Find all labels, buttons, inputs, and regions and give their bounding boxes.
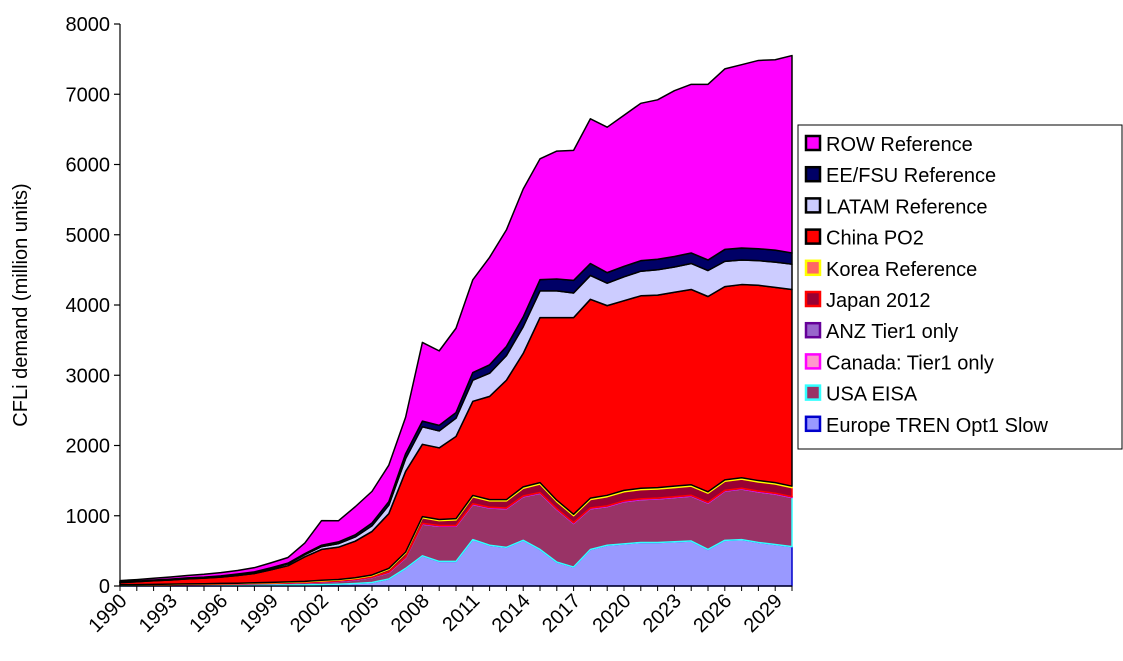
x-tick-label: 1990 bbox=[85, 590, 132, 637]
legend-label-row-reference: ROW Reference bbox=[826, 134, 973, 156]
legend-label-korea-reference: Korea Reference bbox=[826, 259, 977, 281]
legend-label-usa-eisa: USA EISA bbox=[826, 384, 918, 406]
legend-label-china-po2: China PO2 bbox=[826, 228, 924, 250]
legend-label-anz-tier1-only: ANZ Tier1 only bbox=[826, 321, 958, 343]
y-tick-label: 4000 bbox=[66, 295, 111, 317]
x-tick-label: 2023 bbox=[639, 590, 686, 637]
x-tick-label: 2026 bbox=[689, 590, 736, 637]
y-tick-label: 0 bbox=[99, 576, 110, 598]
y-tick-label: 3000 bbox=[66, 365, 111, 387]
x-tick-label: 2029 bbox=[740, 590, 787, 637]
y-tick-label: 7000 bbox=[66, 84, 111, 106]
y-tick-label: 8000 bbox=[66, 14, 111, 36]
x-tick-label: 1996 bbox=[185, 590, 232, 637]
legend-label-europe-tren-opt1-slow: Europe TREN Opt1 Slow bbox=[826, 415, 1049, 437]
legend-swatch-anz-tier1-only bbox=[804, 321, 822, 339]
legend-label-japan-2012: Japan 2012 bbox=[826, 290, 931, 312]
legend-label-latam-reference: LATAM Reference bbox=[826, 196, 988, 218]
legend-swatch-europe-tren-opt1-slow bbox=[804, 415, 822, 433]
y-axis-label: CFLi demand (million units) bbox=[10, 183, 32, 426]
x-tick-label: 2014 bbox=[488, 590, 535, 637]
x-tick-label: 2011 bbox=[438, 590, 484, 636]
legend-swatch-canada-tier1-only bbox=[804, 353, 822, 370]
legend-swatch-china-po2 bbox=[804, 228, 822, 245]
y-tick-label: 5000 bbox=[66, 225, 111, 247]
legend-label-ee-fsu-reference: EE/FSU Reference bbox=[826, 165, 996, 187]
x-tick-label: 2008 bbox=[387, 590, 434, 637]
legend-swatch-korea-reference bbox=[804, 259, 822, 277]
legend-swatch-japan-2012 bbox=[804, 290, 822, 308]
x-tick-label: 2005 bbox=[337, 590, 384, 637]
y-tick-label: 2000 bbox=[66, 436, 111, 458]
x-tick-label: 2020 bbox=[589, 590, 636, 637]
legend: ROW Reference EE/FSU Reference LATAM Refer… bbox=[797, 124, 1123, 450]
x-tick-label: 1999 bbox=[236, 590, 283, 637]
x-tick-label: 1993 bbox=[135, 590, 182, 637]
y-tick-label: 6000 bbox=[66, 155, 111, 177]
legend-label-canada-tier1-only: Canada: Tier1 only bbox=[826, 352, 994, 374]
chart-areas bbox=[119, 54, 793, 587]
area-row-reference bbox=[119, 54, 793, 583]
legend-swatch-ee-fsu-reference bbox=[804, 165, 822, 183]
legend-swatch-latam-reference bbox=[804, 197, 822, 214]
legend-swatch-usa-eisa bbox=[804, 384, 822, 401]
x-tick-label: 2017 bbox=[538, 590, 585, 637]
legend-box bbox=[797, 124, 1123, 450]
y-tick-label: 1000 bbox=[66, 506, 111, 528]
x-tick-label: 2002 bbox=[286, 590, 333, 637]
legend-swatch-row-reference bbox=[804, 134, 822, 152]
